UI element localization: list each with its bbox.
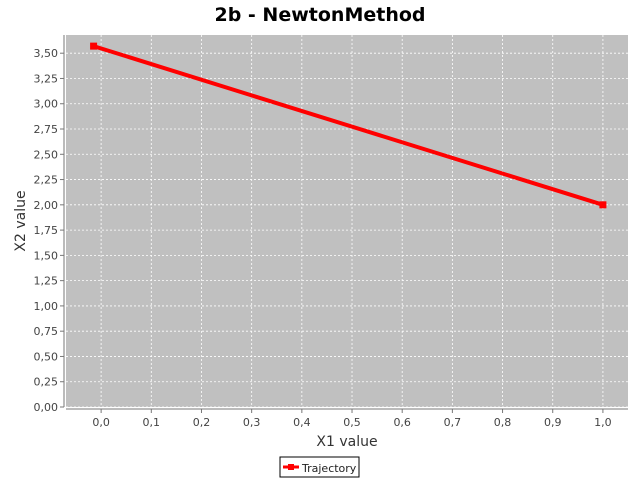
legend: Trajectory <box>279 456 360 478</box>
axes: 0,0 0,1 0,2 0,3 0,4 0,5 0,6 0,7 0,8 0,9 1,0 0,00 0,2… <box>34 35 628 429</box>
chart-title: 2b - NewtonMethod <box>215 4 426 26</box>
y-tick-label: 0,00 <box>34 401 59 414</box>
y-tick-label: 3,50 <box>34 47 59 60</box>
x-axis-label: X1 value <box>316 434 377 450</box>
y-tick-label: 2,75 <box>34 123 59 136</box>
x-tick-label: 0,4 <box>293 416 311 429</box>
y-tick-label: 1,50 <box>34 249 59 262</box>
y-tick-label: 2,50 <box>34 148 59 161</box>
y-tick-label: 0,50 <box>34 350 59 363</box>
y-tick-label: 3,25 <box>34 72 59 85</box>
series-layer <box>90 42 607 209</box>
x-tick-label: 0,0 <box>92 416 110 429</box>
data-point-marker <box>599 201 607 209</box>
y-tick-label: 1,75 <box>34 224 59 237</box>
x-tick-label: 0,7 <box>444 416 462 429</box>
x-tick-label: 0,2 <box>193 416 211 429</box>
y-axis-label: X2 value <box>13 190 29 251</box>
x-tick-label: 0,8 <box>494 416 512 429</box>
y-tick-label: 1,25 <box>34 275 59 288</box>
legend-box <box>279 456 360 478</box>
x-tick-label: 0,9 <box>544 416 562 429</box>
x-tick-label: 0,5 <box>343 416 361 429</box>
grid-lines <box>66 35 628 408</box>
data-point-marker <box>90 42 98 50</box>
y-tick-label: 0,25 <box>34 376 59 389</box>
legend-label: Trajectory <box>301 462 357 475</box>
legend-swatch-marker <box>288 464 294 470</box>
x-tick-label: 0,6 <box>393 416 411 429</box>
x-tick-label: 1,0 <box>594 416 612 429</box>
y-tick-label: 2,25 <box>34 174 59 187</box>
series-line-trajectory <box>93 44 604 207</box>
plot-area <box>66 35 628 407</box>
y-tick-label: 2,00 <box>34 199 59 212</box>
y-tick-label: 3,00 <box>34 98 59 111</box>
y-tick-label: 0,75 <box>34 325 59 338</box>
y-tick-label: 1,00 <box>34 300 59 313</box>
x-tick-label: 0,1 <box>143 416 161 429</box>
x-tick-label: 0,3 <box>243 416 261 429</box>
